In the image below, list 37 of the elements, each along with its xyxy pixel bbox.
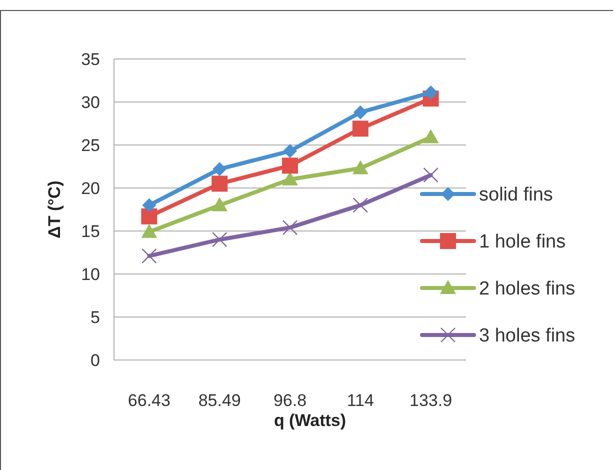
point bbox=[212, 232, 228, 248]
point bbox=[424, 86, 438, 100]
point bbox=[212, 197, 228, 212]
y-tick-label: 20 bbox=[81, 178, 100, 198]
x-tick-label: 96.8 bbox=[273, 391, 307, 410]
y-tick-label: 10 bbox=[81, 264, 100, 284]
point bbox=[141, 208, 158, 224]
legend-label: solid fins bbox=[479, 184, 553, 206]
point bbox=[352, 160, 368, 174]
point bbox=[212, 176, 228, 192]
y-tick-label: 5 bbox=[90, 308, 100, 327]
legend-label: 1 hole fins bbox=[479, 232, 566, 253]
y-tick-label: 0 bbox=[90, 350, 100, 370]
point bbox=[212, 162, 227, 176]
point bbox=[353, 105, 368, 120]
point bbox=[282, 220, 298, 236]
y-axis-title: ΔT (°C) bbox=[45, 180, 64, 238]
x-tick-label: 114 bbox=[346, 391, 374, 410]
y-tick-label: 30 bbox=[81, 92, 100, 112]
point bbox=[142, 198, 156, 212]
point bbox=[283, 144, 297, 158]
point bbox=[141, 224, 158, 238]
point bbox=[352, 120, 368, 137]
x-tick-label: 66.43 bbox=[128, 391, 170, 410]
point bbox=[352, 198, 368, 213]
y-tick-label: 25 bbox=[81, 136, 100, 155]
x-tick-label: 85.49 bbox=[198, 391, 241, 410]
y-tick-label: 15 bbox=[81, 222, 100, 241]
legend-label: 2 holes fins bbox=[479, 278, 576, 300]
x-tick-label: 133.9 bbox=[410, 391, 452, 410]
y-tick-label: 35 bbox=[81, 50, 100, 69]
legend-label: 3 holes fins bbox=[479, 326, 576, 347]
point bbox=[422, 129, 439, 144]
point bbox=[423, 168, 438, 183]
x-axis-title: q (Watts) bbox=[274, 411, 346, 430]
point bbox=[282, 158, 298, 174]
point bbox=[142, 248, 157, 264]
